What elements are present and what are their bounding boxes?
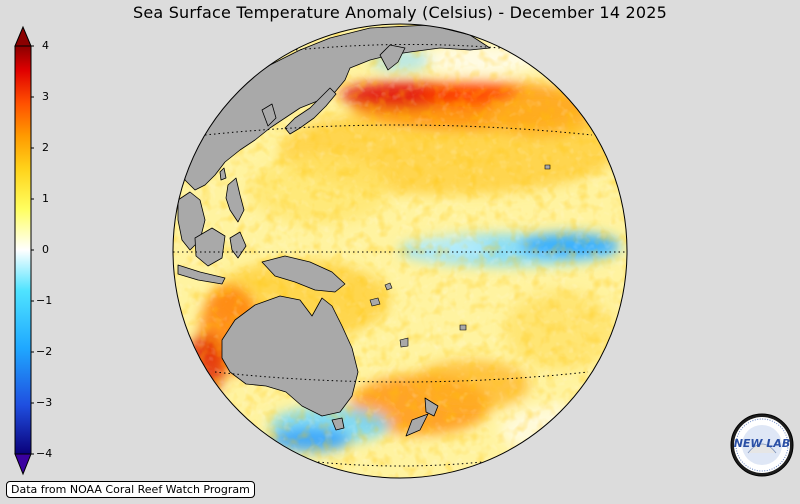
tasmania bbox=[331, 417, 345, 431]
kamchatka bbox=[379, 44, 406, 71]
asia-mainland bbox=[179, 24, 491, 191]
pacific-islands bbox=[369, 164, 551, 348]
logo-svg: NEW LAB bbox=[730, 413, 794, 477]
globe-outline bbox=[172, 23, 628, 479]
colorbar-tick-label: −1 bbox=[36, 294, 53, 307]
colorbar-tick-label: 4 bbox=[42, 39, 49, 52]
alaska bbox=[559, 64, 601, 96]
taiwan bbox=[219, 167, 227, 181]
philippines bbox=[225, 177, 245, 223]
colorbar-tick-label: 1 bbox=[42, 192, 49, 205]
borneo bbox=[194, 227, 226, 267]
map-title: Sea Surface Temperature Anomaly (Celsius… bbox=[133, 3, 667, 22]
korea bbox=[261, 103, 277, 127]
colorbar-bottom-arrow bbox=[14, 453, 32, 476]
newlab-logo: NEW LAB bbox=[730, 413, 794, 477]
colorbar-tick-label: 0 bbox=[42, 243, 49, 256]
new-zealand-north bbox=[424, 397, 439, 417]
australia bbox=[221, 295, 359, 417]
colorbar-tick-label: −4 bbox=[36, 447, 53, 460]
land-masses bbox=[177, 24, 601, 478]
colorbar-tick-label: 3 bbox=[42, 90, 49, 103]
japan bbox=[284, 87, 337, 135]
graticule bbox=[173, 43, 627, 467]
data-credit: Data from NOAA Coral Reef Watch Program bbox=[6, 481, 255, 498]
new-zealand-south bbox=[405, 413, 429, 437]
colorbar-svg bbox=[14, 25, 34, 476]
colorbar: 4 3 2 1 0 −1 −2 −3 −4 bbox=[0, 0, 80, 500]
new-guinea bbox=[261, 255, 346, 293]
java bbox=[177, 264, 226, 285]
colorbar-tick-label: −3 bbox=[36, 396, 53, 409]
logo-text: NEW LAB bbox=[734, 437, 791, 450]
colorbar-tick-label: −2 bbox=[36, 345, 53, 358]
colorbar-tick-label: 2 bbox=[42, 141, 49, 154]
